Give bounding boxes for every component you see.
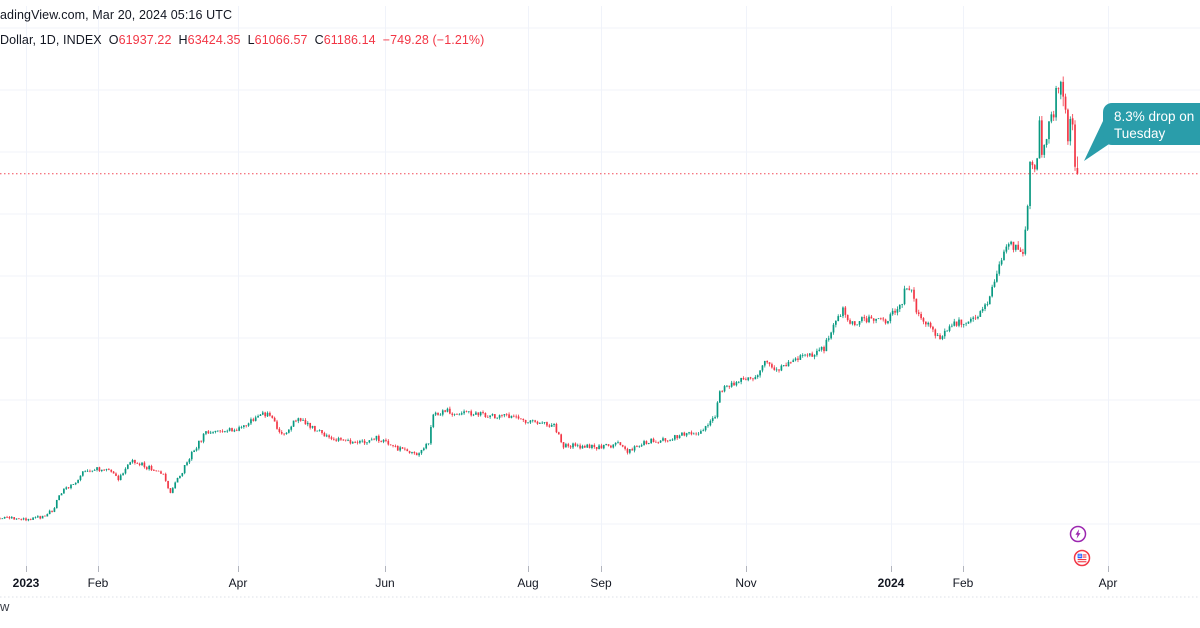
- ohlc-high: H 63424.35: [179, 33, 241, 47]
- x-axis-label: 2024: [877, 576, 905, 590]
- ohlc-close: C 61186.14: [315, 33, 376, 47]
- callout-text-line2: Tuesday: [1114, 126, 1166, 141]
- vertical-gridlines: [26, 6, 1109, 568]
- candles-down: [0, 76, 1079, 522]
- open-label: O: [108, 33, 119, 47]
- x-axis-label: Sep: [590, 576, 612, 590]
- high-value: 63424.35: [187, 33, 241, 47]
- high-label: H: [178, 33, 188, 47]
- attribution-timestamp-text: adingView.com, Mar 20, 2024 05:16 UTC: [0, 8, 233, 22]
- x-axis-label: Feb: [87, 576, 109, 590]
- time-axis[interactable]: 2023 Feb Apr Jun Aug Sep Nov 2024 Feb Apr: [0, 576, 1200, 596]
- close-label: C: [314, 33, 324, 47]
- ohlc-low: L 61066.57: [248, 33, 308, 47]
- x-axis-label: 2023: [12, 576, 40, 590]
- x-axis-label: Aug: [517, 576, 539, 590]
- x-axis-label: Apr: [1098, 576, 1118, 590]
- x-axis-label: Apr: [228, 576, 248, 590]
- callout-text-line1: 8.3% drop on: [1114, 109, 1195, 124]
- change-value: −749.28 (−1.21%): [382, 33, 485, 47]
- ohlc-open: O 61937.22: [109, 33, 172, 47]
- x-axis-label: Jun: [375, 576, 395, 590]
- candles-up: [1, 80, 1072, 522]
- low-value: 61066.57: [254, 33, 308, 47]
- x-axis-label: Nov: [735, 576, 757, 590]
- us-flag-event-icon[interactable]: [1073, 549, 1091, 567]
- annotation-callout[interactable]: 8.3% drop on Tuesday: [1103, 103, 1200, 145]
- open-value: 61937.22: [118, 33, 172, 47]
- symbol-name-text: Dollar, 1D, INDEX: [0, 33, 102, 47]
- close-value: 61186.14: [323, 33, 376, 47]
- lightning-event-icon[interactable]: [1069, 525, 1087, 543]
- low-label: L: [247, 33, 255, 47]
- clipped-watermark-text: w: [0, 599, 10, 614]
- x-axis-tick-marks: [26, 566, 1109, 572]
- symbol-legend: Dollar, 1D, INDEX O 61937.22 H 63424.35 …: [0, 33, 484, 47]
- horizontal-gridlines: [0, 27, 1200, 525]
- x-axis-label: Feb: [952, 576, 974, 590]
